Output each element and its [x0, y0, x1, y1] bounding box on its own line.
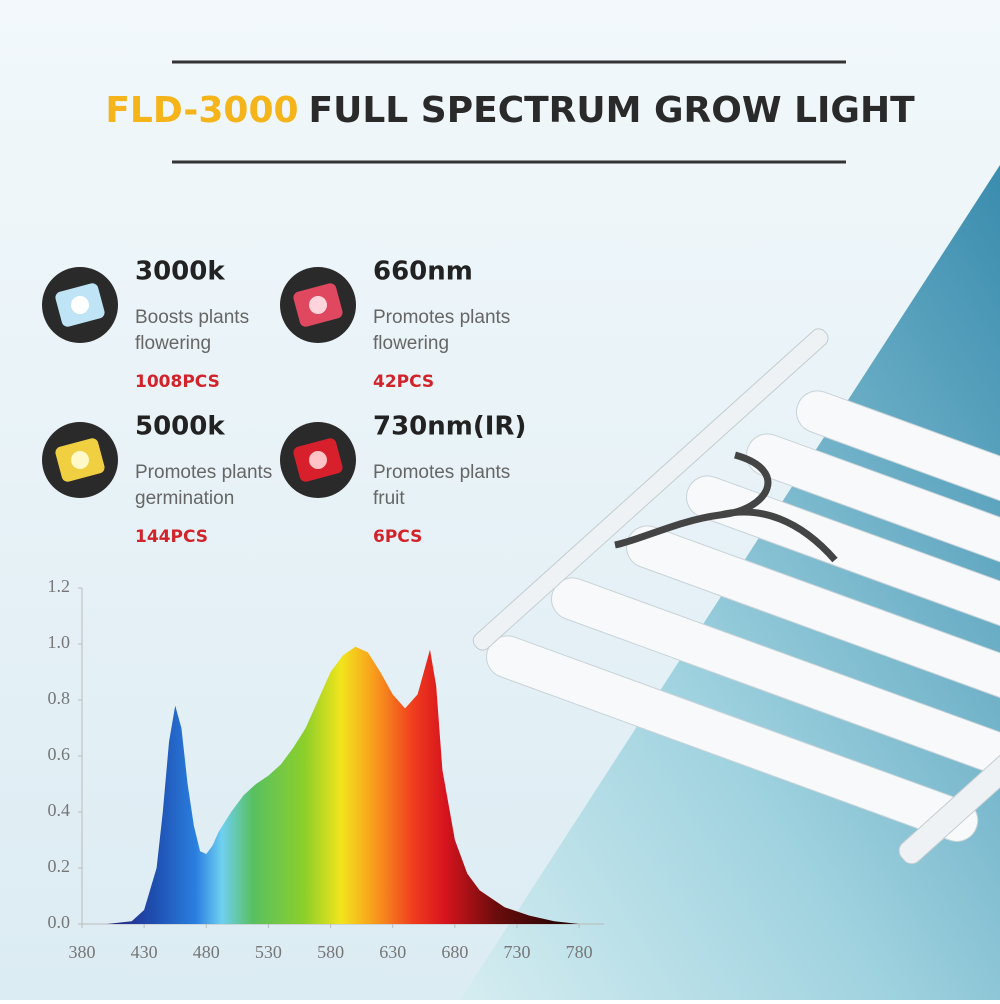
cable: [614, 451, 838, 563]
title-text: FULL SPECTRUM GROW LIGHT: [309, 90, 916, 131]
icon-glow: [71, 451, 89, 469]
feature-desc: Boosts plants: [135, 307, 249, 328]
light-bar: [796, 390, 1000, 597]
features: 3000k Boosts plants flowering 1008PCS 660nm P…: [42, 257, 526, 547]
light-bar: [486, 635, 979, 842]
spectrum-chart: 0.0 0.2 0.4 0.6 0.8 1.0 1.2 380 430 480 530 580 630 6…: [48, 576, 604, 962]
model: FLD-3000: [105, 90, 298, 131]
feature-count: 6PCS: [373, 527, 422, 547]
icon-glow: [309, 296, 327, 314]
feature-count: 144PCS: [135, 527, 208, 547]
frame-rail: [472, 328, 829, 651]
x-tick-label: 530: [255, 942, 282, 962]
y-tick-label: 0.6: [48, 744, 71, 764]
product-image: [472, 328, 1000, 865]
y-tick-label: 0.8: [48, 688, 71, 708]
x-tick-label: 730: [504, 942, 531, 962]
spectrum-area: [82, 646, 604, 924]
x-tick-label: 580: [317, 942, 344, 962]
feature-desc: Promotes plants: [373, 307, 510, 328]
y-tick-label: 1.0: [48, 632, 71, 652]
feature-desc: germination: [135, 488, 234, 509]
feature-title: 660nm: [373, 257, 473, 287]
x-tick-label: 680: [441, 942, 468, 962]
x-tick-label: 480: [193, 942, 220, 962]
light-bar: [746, 433, 1000, 640]
feature-desc: flowering: [135, 333, 211, 354]
x-tick-label: 630: [379, 942, 406, 962]
feature-title: 730nm(IR): [373, 412, 526, 442]
feature-desc: Promotes plants: [373, 462, 510, 483]
light-bar: [686, 475, 1000, 682]
feature-title: 3000k: [135, 257, 225, 287]
feature-desc: fruit: [373, 488, 405, 509]
y-tick-label: 0.4: [48, 800, 71, 820]
x-tick-label: 430: [131, 942, 158, 962]
x-tick-label: 780: [566, 942, 593, 962]
icon-glow: [309, 451, 327, 469]
y-tick-label: 0.2: [48, 856, 71, 876]
y-tick-label: 1.2: [48, 576, 71, 596]
feature-count: 42PCS: [373, 372, 434, 392]
x-tick-label: 380: [69, 942, 96, 962]
feature-title: 5000k: [135, 412, 225, 442]
icon-glow: [71, 296, 89, 314]
feature-desc: flowering: [373, 333, 449, 354]
light-bar: [551, 577, 1000, 784]
feature-count: 1008PCS: [135, 372, 220, 392]
title: FLD-3000 FULL SPECTRUM GROW LIGHT: [105, 90, 915, 131]
y-tick-label: 0.0: [48, 912, 71, 932]
feature-desc: Promotes plants: [135, 462, 272, 483]
